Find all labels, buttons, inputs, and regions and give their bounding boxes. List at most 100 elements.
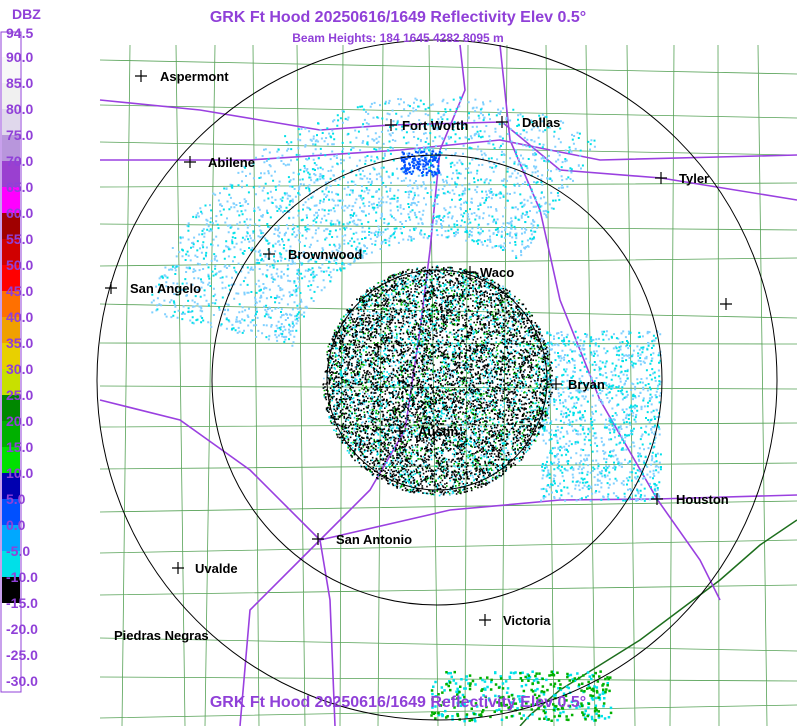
overlay: [96, 39, 778, 721]
subtitle: Beam Heights: 184 1645 4282 8095 m: [292, 31, 503, 45]
legend-swatch: [2, 83, 20, 109]
legend-label: 15.0: [6, 439, 33, 455]
legend-swatch: [2, 369, 20, 395]
legend-swatch: [2, 161, 20, 187]
city-label: San Angelo: [130, 281, 201, 296]
legend: 94.5 90.0 85.0 80.0 75.0 70.0 65.0 60.0 55.0 50.0…: [2, 25, 38, 689]
legend-title: DBZ: [12, 6, 41, 22]
city-label: Fort Worth: [402, 118, 468, 133]
city-label: Uvalde: [195, 561, 238, 576]
legend-label: -30.0: [6, 673, 38, 689]
radar-echo: [323, 266, 613, 722]
highway: [100, 139, 797, 161]
radar-echo: [151, 97, 663, 723]
legend-label: 75.0: [6, 127, 33, 143]
city-label: Tyler: [679, 171, 709, 186]
legend-swatch: [2, 135, 20, 161]
city-label: Victoria: [503, 613, 551, 628]
legend-swatch: [2, 343, 20, 369]
city-marker: [312, 533, 324, 545]
city-label: San Antonio: [336, 532, 412, 547]
range-ring: [211, 154, 663, 606]
legend-label: -20.0: [6, 621, 38, 637]
legend-swatch: [2, 499, 20, 525]
legend-swatch: [2, 109, 20, 135]
highway: [501, 121, 797, 201]
legend-frame: [0, 31, 22, 693]
radar-echo: [322, 266, 554, 496]
legend-label: 55.0: [6, 231, 33, 247]
city-label: Bryan: [568, 377, 605, 392]
legend-label: 20.0: [6, 413, 33, 429]
legend-label: 50.0: [6, 257, 33, 273]
range-ring: [96, 39, 778, 721]
legend-swatch: [2, 187, 20, 213]
legend-label: 60.0: [6, 205, 33, 221]
city-marker: [385, 119, 397, 131]
legend-label: 5.0: [6, 491, 26, 507]
city-label: Piedras Negras: [114, 628, 209, 643]
highway: [319, 539, 336, 726]
city-marker: [135, 70, 147, 82]
highway: [656, 498, 721, 601]
legend-swatch: [2, 265, 20, 291]
legend-label: -10.0: [6, 569, 38, 585]
city-label: Aspermont: [160, 69, 229, 84]
city-marker: [263, 248, 275, 260]
legend-swatch: [2, 629, 20, 655]
legend-swatch: [2, 239, 20, 265]
legend-swatch: [2, 57, 20, 83]
city-label: Abilene: [208, 155, 255, 170]
legend-swatch: [2, 421, 20, 447]
legend-swatch: [2, 603, 20, 629]
legend-label: -25.0: [6, 647, 38, 663]
legend-label: -5.0: [6, 543, 30, 559]
legend-label: 90.0: [6, 49, 33, 65]
title: GRK Ft Hood 20250616/1649 Reflectivity E…: [210, 9, 586, 26]
coastline: [519, 519, 797, 726]
legend-swatch: [2, 655, 20, 681]
legend-swatch: [2, 213, 20, 239]
legend-swatch: [2, 447, 20, 473]
legend-swatch: [2, 525, 20, 551]
legend-label: 30.0: [6, 361, 33, 377]
legend-label: 94.5: [6, 25, 33, 41]
city-marker: [394, 425, 406, 437]
legend-swatch: [2, 33, 20, 57]
city-marker: [550, 378, 562, 390]
city-marker: [464, 266, 476, 278]
highway: [239, 44, 466, 726]
city-label: Brownwood: [288, 247, 362, 262]
legend-label: 35.0: [6, 335, 33, 351]
legend-swatch: [2, 317, 20, 343]
legend-label: 10.0: [6, 465, 33, 481]
legend-swatch: [2, 291, 20, 317]
city-marker: [655, 172, 667, 184]
highway: [499, 44, 658, 500]
legend-label: 70.0: [6, 153, 33, 169]
legend-label: 80.0: [6, 101, 33, 117]
legend-swatch: [2, 577, 20, 603]
city-marker: [720, 298, 732, 310]
city-marker: [184, 156, 196, 168]
city-marker: [479, 614, 491, 626]
city-label: Austin: [418, 424, 459, 439]
legend-swatch: [2, 551, 20, 577]
radar-echo: [150, 96, 662, 502]
legend-label: 65.0: [6, 179, 33, 195]
city-marker: [105, 282, 117, 294]
legend-label: 40.0: [6, 309, 33, 325]
legend-label: 0.0: [6, 517, 26, 533]
highway: [319, 494, 797, 541]
city-label: Waco: [480, 265, 514, 280]
legend-label: -15.0: [6, 595, 38, 611]
city-label: Dallas: [522, 115, 560, 130]
highway: [99, 399, 321, 541]
footer-title: GRK Ft Hood 20250616/1649 Reflectivity E…: [210, 694, 586, 711]
legend-label: 85.0: [6, 75, 33, 91]
city-marker: [172, 562, 184, 574]
legend-label: 25.0: [6, 387, 33, 403]
city-marker: [651, 493, 663, 505]
city-label: Houston: [676, 492, 729, 507]
